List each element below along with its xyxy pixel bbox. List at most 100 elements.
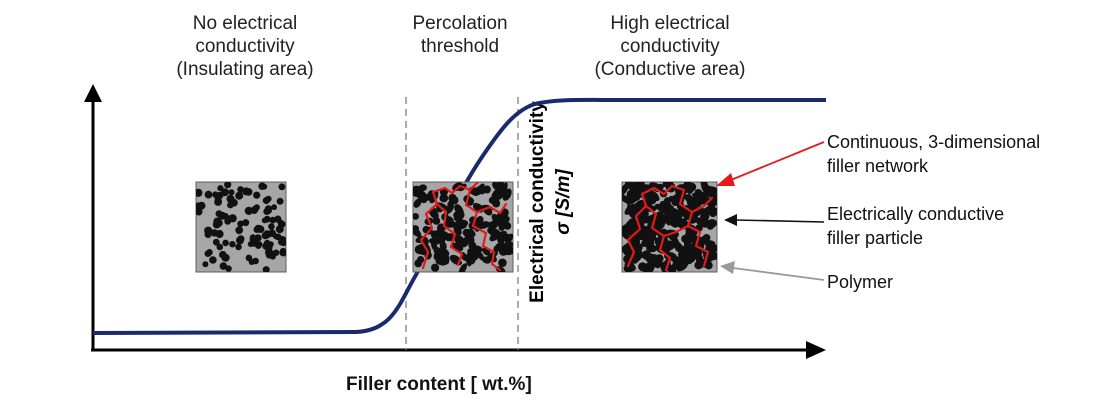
network-path [464, 188, 502, 272]
filler-particle [471, 245, 483, 253]
filler-particle [624, 261, 636, 272]
filler-particle [202, 261, 209, 268]
filler-particle [681, 234, 690, 243]
filler-particle [226, 194, 235, 203]
filler-particle [204, 230, 212, 239]
filler-particle [644, 237, 655, 246]
conductive-line2: conductivity [620, 36, 720, 57]
filler-particle [196, 188, 203, 197]
filler-network [626, 184, 714, 272]
filler-particle [489, 232, 500, 242]
filler-particle [503, 247, 513, 256]
filler-particle [244, 206, 253, 215]
filler-particle [262, 242, 271, 250]
filler-particle [228, 189, 235, 196]
filler-particle-line1: Electrically conductive [827, 204, 1005, 224]
filler-particle [501, 186, 510, 199]
filler-particle [445, 216, 454, 225]
filler-particle [695, 253, 704, 268]
filler-particle [430, 236, 444, 245]
filler-particle [262, 266, 270, 272]
filler-particle [647, 195, 657, 205]
filler-particle [248, 258, 255, 265]
filler-particle [209, 256, 217, 264]
filler-particle [450, 196, 459, 205]
x-axis-label: Filler content [ wt.%] [346, 374, 532, 395]
y-axis-arrowhead [84, 84, 102, 102]
filler-particle [215, 229, 224, 239]
conductive-line1: High electrical [610, 13, 730, 34]
particle-arrow [724, 214, 825, 226]
filler-particle [275, 225, 284, 234]
filler-particle [265, 251, 274, 259]
filler-particle [497, 217, 506, 226]
filler-particle [414, 244, 424, 255]
filler-particle [268, 223, 275, 230]
filler-particle [196, 207, 203, 216]
filler-particle [265, 195, 272, 202]
filler-particle [687, 182, 697, 192]
filler-particle [212, 220, 221, 229]
filler-particle [414, 259, 423, 268]
filler-network-line1: Continuous, 3-dimensional [827, 132, 1041, 152]
filler-particle [197, 201, 206, 210]
filler-particle-label: Electrically conductive filler particle [827, 202, 1004, 250]
filler-particle [433, 251, 443, 261]
filler-particle [264, 205, 272, 213]
filler-particle [242, 187, 251, 196]
filler-particle [498, 224, 505, 231]
filler-particle [261, 217, 268, 224]
filler-particle [490, 220, 499, 229]
filler-particle [235, 226, 244, 235]
filler-particle [431, 263, 440, 272]
insulating-sample [195, 181, 287, 273]
filler-particle [253, 191, 261, 199]
filler-particle [625, 219, 637, 230]
polymer-arrow [720, 261, 825, 281]
filler-particle [622, 182, 630, 197]
filler-particle [442, 251, 450, 264]
filler-particle [655, 219, 665, 229]
percolation-sample [412, 181, 514, 273]
filler-particle [413, 198, 422, 208]
filler-particle [659, 200, 668, 209]
filler-particle [473, 249, 480, 261]
filler-particles [196, 182, 286, 272]
filler-particle [235, 191, 244, 200]
filler-particle [642, 214, 657, 224]
filler-particle [649, 254, 659, 264]
filler-particle [430, 230, 439, 239]
filler-particle [678, 218, 688, 228]
filler-particle [278, 183, 286, 191]
filler-particle [444, 233, 455, 242]
filler-particle [686, 250, 698, 265]
filler-particle [217, 185, 224, 192]
filler-particle [237, 186, 244, 193]
network-path [419, 182, 480, 270]
filler-particle [206, 249, 213, 256]
filler-particle [439, 241, 447, 251]
filler-particle [476, 186, 485, 195]
filler-particle [227, 201, 234, 209]
filler-particle [439, 193, 449, 203]
filler-particle-line2: filler particle [827, 228, 924, 248]
filler-particle [458, 263, 468, 272]
network-path [678, 188, 710, 268]
filler-particle [704, 261, 713, 270]
polymer-line1: Polymer [827, 272, 894, 292]
filler-particle [272, 249, 280, 256]
percolation-threshold-label: Percolation threshold [375, 12, 545, 58]
filler-particle [255, 242, 262, 249]
filler-particle [638, 262, 648, 272]
filler-particle [629, 188, 638, 201]
network-arrow [716, 141, 825, 186]
filler-particle [464, 228, 473, 237]
filler-particle [253, 226, 261, 233]
filler-particle [214, 197, 222, 205]
insulating-line3: (Insulating area) [176, 59, 314, 80]
filler-particle [413, 225, 419, 233]
filler-particle [249, 234, 257, 241]
filler-particle [229, 241, 236, 248]
insulating-line2: conductivity [195, 36, 295, 57]
filler-particle [667, 215, 679, 228]
